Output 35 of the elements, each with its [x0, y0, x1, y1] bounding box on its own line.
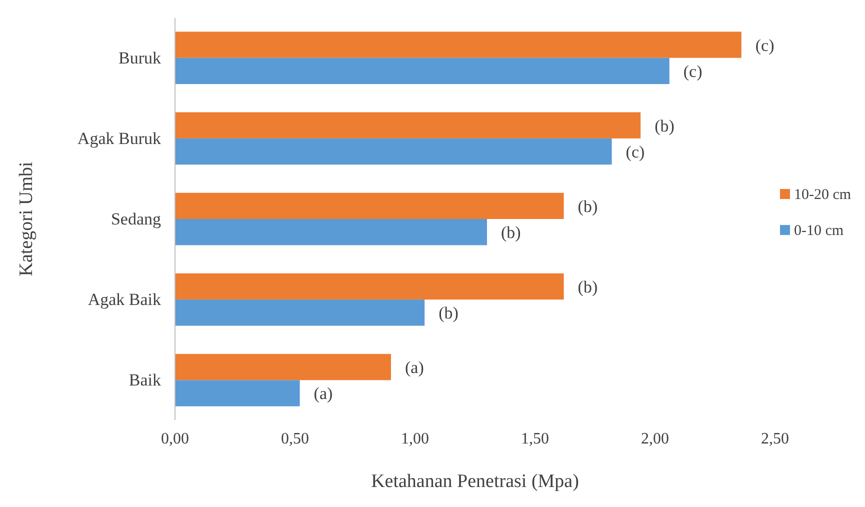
data-label: (b)	[501, 223, 521, 242]
x-tick-label: 2,50	[761, 430, 789, 448]
bar	[175, 112, 641, 138]
legend-label: 0-10 cm	[794, 223, 844, 239]
data-label: (b)	[578, 196, 598, 216]
data-label: (c)	[626, 142, 645, 162]
bar	[175, 192, 564, 219]
data-label: (b)	[654, 116, 674, 136]
data-label: (b)	[578, 277, 598, 296]
y-tick-label: Agak Buruk	[77, 128, 162, 148]
x-tick-label: 2,00	[641, 430, 669, 448]
bar	[175, 32, 742, 58]
data-label: (a)	[314, 384, 333, 404]
bar	[175, 300, 425, 326]
data-label: (b)	[438, 304, 458, 323]
legend-label: 10-20 cm	[794, 187, 852, 203]
y-tick-label: Agak Baik	[88, 290, 162, 309]
x-axis-title: Ketahanan Penetrasi (Mpa)	[371, 471, 579, 492]
bar	[175, 273, 564, 300]
data-label: (a)	[405, 358, 424, 378]
y-tick-label: Buruk	[118, 48, 162, 68]
y-tick-label: Baik	[128, 370, 162, 390]
x-tick-label: 1,00	[401, 430, 429, 448]
y-axis-title: Kategori Umbi	[16, 162, 37, 276]
x-tick-label: 1,50	[521, 430, 549, 448]
data-label: (c)	[755, 36, 774, 55]
bar	[175, 219, 487, 246]
bar	[175, 58, 670, 84]
bar	[175, 138, 612, 165]
bar	[175, 380, 300, 406]
x-tick-label: 0,50	[281, 430, 309, 448]
x-tick-label: 0,00	[161, 430, 189, 448]
bar	[175, 354, 391, 380]
data-label: (c)	[683, 62, 702, 81]
y-tick-label: Sedang	[110, 209, 162, 228]
